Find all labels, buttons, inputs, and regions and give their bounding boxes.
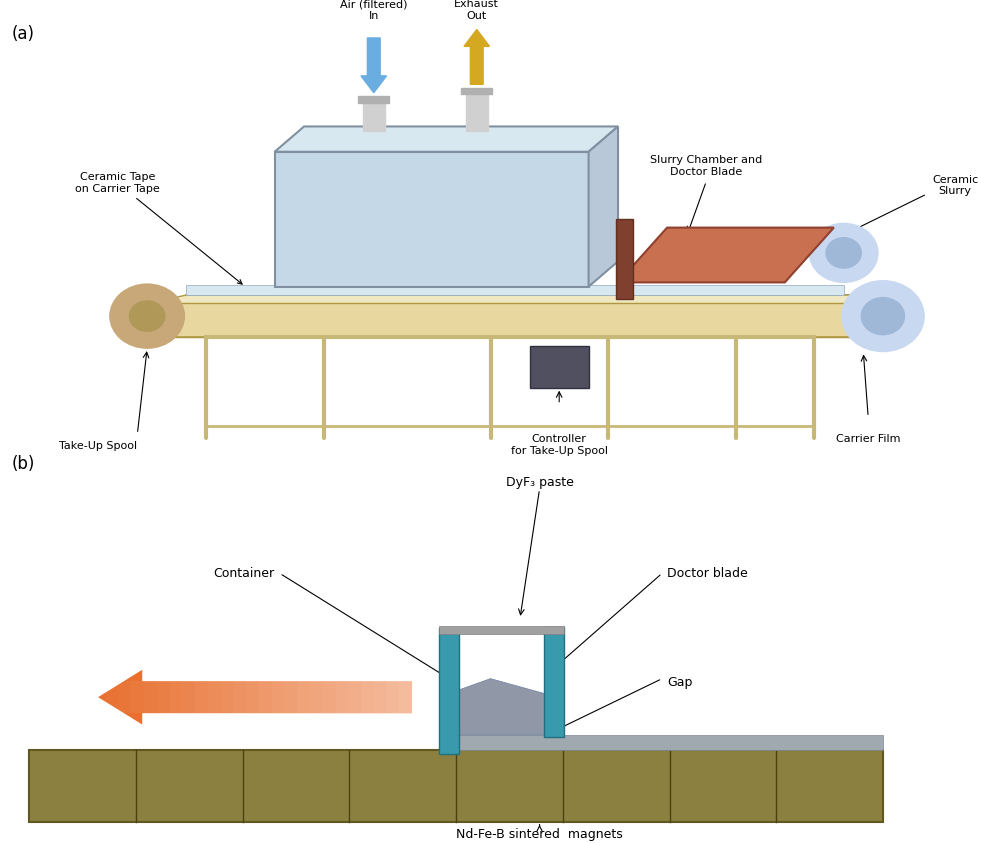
FancyArrow shape [464,30,490,84]
Polygon shape [147,295,903,303]
Bar [361,681,374,713]
Text: Carrier Film: Carrier Film [836,434,901,444]
Bar [275,152,589,287]
Bar [466,93,488,131]
Circle shape [826,238,861,268]
Text: Doctor blade: Doctor blade [667,566,748,580]
Text: Gap: Gap [667,676,693,690]
Bar [182,681,195,713]
Bar [106,681,119,713]
Text: Take-Up Spool: Take-Up Spool [59,441,137,451]
Polygon shape [275,126,618,152]
Text: Air (filtered)
In: Air (filtered) In [340,0,407,21]
Circle shape [861,298,904,335]
FancyArrow shape [361,38,387,93]
Text: Drying
Chamber: Drying Chamber [406,208,457,230]
Bar [297,681,310,713]
Text: DyF₃ paste: DyF₃ paste [505,476,574,489]
FancyArrow shape [98,669,412,724]
Bar [348,681,361,713]
Circle shape [110,284,184,348]
Bar [363,101,385,131]
Polygon shape [443,679,551,735]
Bar [387,681,399,713]
Bar [195,681,208,713]
Bar [374,681,387,713]
Text: Nd-Fe-B sintered  magnets: Nd-Fe-B sintered magnets [456,829,623,841]
Bar [272,681,284,713]
Bar [131,681,144,713]
Bar [208,681,221,713]
Bar [399,681,412,713]
Bar [441,735,883,750]
Polygon shape [589,126,618,287]
Text: Ceramic Tape
on Carrier Tape: Ceramic Tape on Carrier Tape [76,172,242,284]
Text: (a): (a) [12,25,34,43]
Bar [358,96,389,103]
Circle shape [842,281,924,352]
Bar [336,681,348,713]
Bar [157,681,170,713]
Bar [310,681,323,713]
Bar [119,681,131,713]
Bar [461,88,492,94]
Bar [323,681,336,713]
Polygon shape [147,295,903,337]
Circle shape [129,301,165,331]
Bar [530,346,589,388]
Bar [233,681,246,713]
Bar [246,681,259,713]
Bar [93,681,106,713]
Bar [170,681,182,713]
Bar [144,681,157,713]
Polygon shape [618,228,834,282]
Text: Controller
for Take-Up Spool: Controller for Take-Up Spool [511,434,607,456]
Bar [439,626,564,634]
Circle shape [809,223,878,282]
Bar [259,681,272,713]
Bar [284,681,297,713]
Bar [221,681,233,713]
Text: Exhaust
Out: Exhaust Out [454,0,499,21]
Text: Container: Container [214,566,275,580]
Bar [29,750,883,822]
Polygon shape [186,285,844,295]
Text: Ceramic
Slurry: Ceramic Slurry [932,175,978,196]
Text: Slurry Chamber and
Doctor Blade: Slurry Chamber and Doctor Blade [650,155,762,177]
Text: (b): (b) [12,455,35,473]
Bar [439,628,459,754]
Bar [544,627,564,737]
Polygon shape [616,219,633,299]
